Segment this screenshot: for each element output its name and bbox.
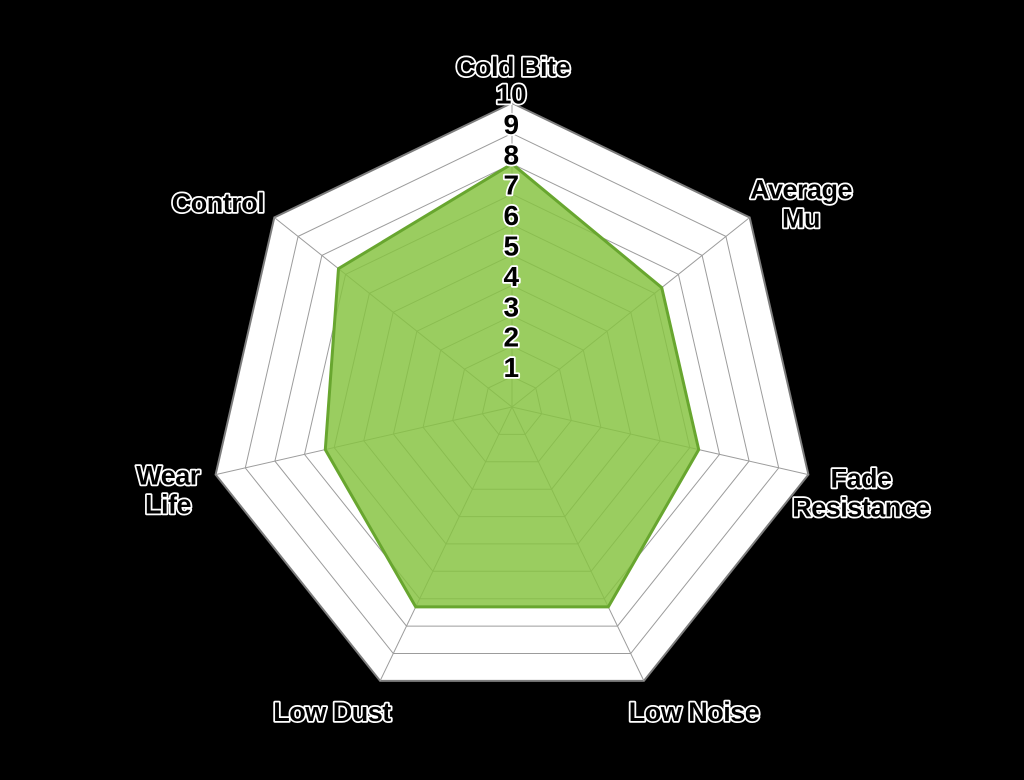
scale-tick-10: 10: [496, 79, 526, 110]
scale-tick-2: 2: [503, 322, 518, 353]
scale-tick-6: 6: [503, 200, 518, 231]
axis-label-low-noise: Low Noise: [629, 697, 760, 727]
axis-label-low-dust: Low Dust: [273, 697, 391, 727]
grid-ring-8: [274, 163, 750, 627]
axis-label-control: Control: [172, 188, 264, 218]
axis-label-fade-resistance: Fade Resistance: [792, 464, 930, 523]
scale-tick-8: 8: [503, 139, 518, 170]
axis-label-cold-bite: Cold Bite: [456, 52, 570, 82]
axis-label-wear-life: Wear Life: [136, 461, 201, 520]
scale-tick-1: 1: [503, 352, 518, 383]
scale-tick-4: 4: [503, 261, 519, 292]
data-polygon-rating: [323, 161, 701, 609]
grid-ring-9: [244, 132, 780, 654]
scale-tick-7: 7: [503, 170, 518, 201]
scale-tick-9: 9: [503, 109, 518, 140]
scale-tick-5: 5: [503, 231, 518, 262]
axis-labels: Cold Bite Average Mu Fade Resistance Low Nois…: [134, 50, 932, 729]
axis-label-average-mu: Average Mu: [750, 175, 853, 234]
scale-tick-3: 3: [503, 291, 518, 322]
